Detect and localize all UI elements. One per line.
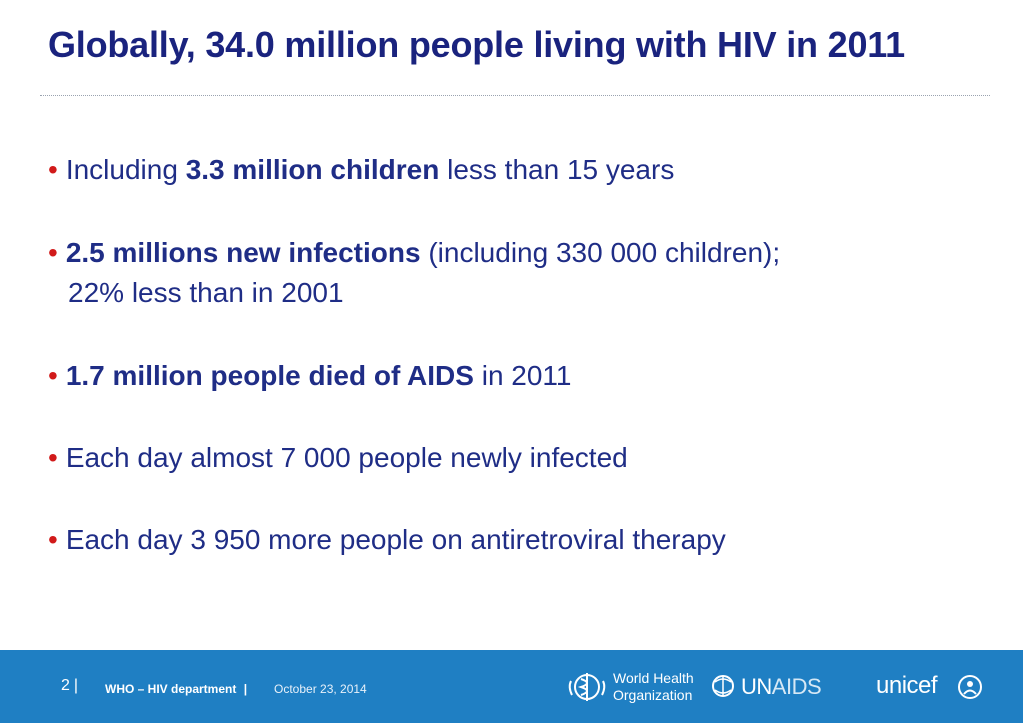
unaids-part-un: UN [741, 674, 772, 699]
page-number-value: 2 [61, 677, 70, 694]
who-emblem-icon [568, 673, 606, 701]
bullet-continuation: 22% less than in 2001 [68, 277, 344, 308]
bullet-bold-text: 1.7 million people died of AIDS [65, 360, 474, 391]
who-logo: World Health Organization [566, 667, 694, 707]
slide-title: Globally, 34.0 million people living wit… [48, 24, 905, 65]
department-text: WHO – HIV department [105, 682, 237, 696]
bullet-item-new-infections: • 2.5 millions new infections (including … [48, 233, 780, 313]
unaids-emblem-icon [712, 675, 734, 697]
bullet-item-daily-infected: • Each day almost 7 000 people newly infe… [48, 438, 628, 478]
unaids-part-aids: AIDS [771, 674, 822, 699]
who-line-2: Organization [613, 687, 693, 703]
bullet-marker: • [48, 442, 58, 473]
page-number: 2 | [61, 677, 78, 695]
unicef-emblem-icon [958, 675, 982, 699]
unaids-wordmark: UNAIDS [741, 674, 822, 700]
bullet-bold-text: 3.3 million children [185, 154, 440, 185]
department-separator: | [243, 682, 248, 696]
bullet-marker: • [48, 237, 58, 268]
department-label: WHO – HIV department | [105, 682, 247, 696]
bullet-text: Each day almost 7 000 people newly infec… [65, 442, 628, 473]
bullet-marker: • [48, 154, 58, 185]
bullet-text: Including [65, 154, 186, 185]
bullet-bold-text: 2.5 millions new infections [65, 237, 421, 268]
unaids-logo: UNAIDS [709, 672, 859, 702]
bullet-text-tail: (including 330 000 children); [420, 237, 781, 268]
bullet-text: Each day 3 950 more people on antiretrov… [65, 524, 726, 555]
footer-bar: 2 | WHO – HIV department | October 23, 20… [0, 650, 1023, 723]
page-separator: | [73, 677, 79, 694]
bullet-item-daily-therapy: • Each day 3 950 more people on antiretro… [48, 520, 726, 560]
unicef-wordmark: unicef [876, 672, 938, 699]
title-divider [40, 95, 990, 96]
bullet-item-deaths: • 1.7 million people died of AIDS in 2011 [48, 356, 572, 396]
bullet-marker: • [48, 524, 58, 555]
bullet-marker: • [48, 360, 58, 391]
bullet-text-tail: in 2011 [473, 360, 572, 391]
bullet-item-children: • Including 3.3 million children less tha… [48, 150, 674, 190]
unicef-logo: unicef [873, 670, 988, 704]
who-line-1: World Health [613, 670, 694, 686]
who-wordmark: World Health Organization [613, 670, 694, 704]
date-label: October 23, 2014 [274, 682, 367, 696]
bullet-text-tail: less than 15 years [439, 154, 675, 185]
